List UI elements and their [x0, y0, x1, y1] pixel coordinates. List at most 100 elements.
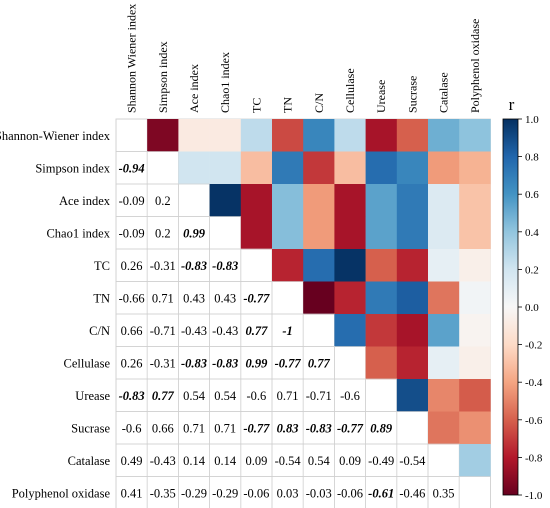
value-label-6-2: -0.43	[181, 324, 207, 338]
colorbar-tick-label-0: 1.0	[525, 114, 539, 126]
value-label-2-0: -0.09	[119, 194, 145, 208]
heat-cell-6-11	[459, 314, 491, 347]
value-label-8-6: -0.71	[306, 389, 332, 403]
value-label-10-1: -0.43	[150, 454, 176, 468]
heat-cell-1-9	[396, 151, 429, 185]
heat-cell-4-5	[272, 249, 304, 282]
value-label-5-0: -0.66	[119, 291, 145, 305]
heat-cell-2-3	[209, 184, 242, 217]
heat-cell-0-10	[428, 119, 460, 152]
heat-cell-3-6	[303, 216, 335, 250]
value-label-3-1: 0.2	[155, 226, 171, 240]
heat-cell-9-10	[428, 411, 460, 445]
value-label-11-8: -0.61	[368, 486, 394, 500]
value-label-6-0: 0.66	[121, 324, 143, 338]
heat-cell-4-7	[334, 249, 366, 282]
value-label-7-2: -0.83	[181, 356, 207, 370]
heat-cell-3-11	[459, 216, 491, 250]
value-label-11-5: 0.03	[277, 486, 299, 500]
value-label-11-7: -0.06	[337, 486, 363, 500]
value-label-8-4: -0.6	[247, 389, 267, 403]
heat-cell-0-4	[240, 119, 273, 152]
column-label-10: Catalase	[437, 72, 451, 113]
value-label-10-0: 0.49	[121, 454, 143, 468]
value-label-4-1: -0.31	[150, 259, 176, 273]
row-label-9: Sucrase	[71, 421, 110, 435]
value-label-7-3: -0.83	[212, 356, 238, 370]
value-label-11-3: -0.29	[212, 486, 238, 500]
heat-cell-2-5	[272, 184, 304, 217]
colorbar-tick-label-8: -0.6	[525, 415, 543, 427]
colorbar-tick-label-7: -0.4	[525, 377, 543, 389]
value-label-10-6: 0.54	[308, 454, 331, 468]
heat-cell-7-10	[428, 346, 460, 380]
value-label-7-6: 0.77	[308, 356, 331, 370]
value-label-9-1: 0.66	[152, 421, 174, 435]
row-label-2: Ace index	[59, 194, 111, 208]
value-label-10-7: 0.09	[339, 454, 361, 468]
heat-cell-8-11	[459, 379, 491, 412]
value-label-10-3: 0.14	[214, 454, 237, 468]
colorbar	[502, 118, 519, 496]
value-label-11-10: 0.35	[433, 486, 455, 500]
value-label-11-1: -0.35	[150, 486, 176, 500]
heat-cell-1-8	[365, 151, 398, 185]
row-label-11: Polyphenol oxidase	[12, 486, 111, 500]
column-label-5: TN	[281, 97, 295, 113]
heat-cell-2-8	[365, 184, 398, 217]
value-label-5-3: 0.43	[214, 291, 236, 305]
value-label-4-2: -0.83	[181, 259, 207, 273]
heat-cell-6-9	[396, 314, 429, 347]
row-label-7: Cellulase	[63, 356, 110, 370]
value-label-11-4: -0.06	[243, 486, 269, 500]
heat-cell-2-6	[303, 184, 335, 217]
heat-cell-5-11	[459, 281, 491, 315]
value-label-9-6: -0.83	[306, 421, 332, 435]
heat-cell-0-9	[396, 119, 429, 152]
heat-cell-0-11	[459, 119, 491, 152]
value-label-4-0: 0.26	[121, 259, 143, 273]
heat-cell-1-5	[272, 151, 304, 185]
value-label-5-4: -0.77	[243, 291, 270, 305]
heat-cell-3-4	[240, 216, 273, 250]
column-label-3: Chao1 index	[218, 52, 232, 113]
heat-cell-0-6	[303, 119, 335, 152]
colorbar-tick-label-4: 0.2	[525, 264, 539, 276]
value-label-1-0: -0.94	[119, 161, 145, 175]
heat-cell-5-10	[428, 281, 460, 315]
row-label-5: TN	[93, 291, 110, 305]
heat-cell-3-8	[365, 216, 398, 250]
heat-cell-10-11	[459, 444, 491, 477]
heat-cell-1-2	[178, 151, 210, 185]
column-label-4: TC	[249, 98, 263, 113]
heat-cell-0-7	[334, 119, 366, 152]
row-label-8: Urease	[75, 389, 110, 403]
row-label-3: Chao1 index	[46, 226, 110, 240]
heat-cell-3-5	[272, 216, 304, 250]
heat-cell-0-1	[147, 119, 179, 152]
value-label-6-3: -0.43	[212, 324, 238, 338]
colorbar-tick-label-10: -1.0	[525, 490, 543, 502]
value-label-9-2: 0.71	[183, 421, 205, 435]
column-label-9: Sucrase	[405, 76, 419, 113]
heat-cell-7-11	[459, 346, 491, 380]
value-label-5-1: 0.71	[152, 291, 174, 305]
value-label-7-0: 0.26	[121, 356, 143, 370]
heat-cell-2-11	[459, 184, 491, 217]
heat-cell-8-9	[396, 379, 429, 412]
value-label-8-2: 0.54	[183, 389, 206, 403]
heat-cell-2-9	[396, 184, 429, 217]
heat-cell-5-9	[396, 281, 429, 315]
value-label-11-2: -0.29	[181, 486, 207, 500]
heat-cell-4-10	[428, 249, 460, 282]
value-label-4-3: -0.83	[212, 259, 238, 273]
value-label-7-5: -0.77	[275, 356, 302, 370]
row-label-0: Shannon-Wiener index	[0, 129, 111, 143]
heat-cell-2-7	[334, 184, 366, 217]
row-label-10: Catalase	[68, 454, 111, 468]
heat-cell-5-8	[365, 281, 398, 315]
value-label-9-3: 0.71	[214, 421, 236, 435]
column-label-11: Polyphenol oxidase	[468, 19, 482, 113]
value-label-7-4: 0.99	[245, 356, 268, 370]
